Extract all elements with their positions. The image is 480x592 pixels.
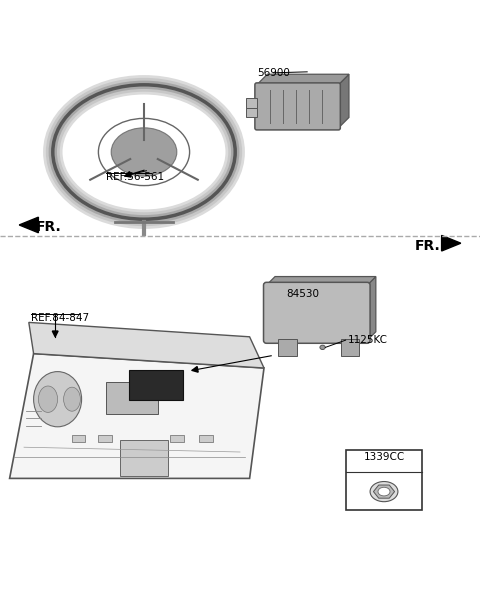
Polygon shape <box>367 276 376 340</box>
FancyBboxPatch shape <box>278 339 297 356</box>
Text: 1339CC: 1339CC <box>363 452 405 462</box>
Polygon shape <box>442 236 461 251</box>
FancyBboxPatch shape <box>199 435 213 442</box>
FancyBboxPatch shape <box>120 440 168 476</box>
FancyBboxPatch shape <box>129 371 183 400</box>
FancyBboxPatch shape <box>264 282 370 343</box>
Polygon shape <box>125 172 131 177</box>
Polygon shape <box>52 331 58 337</box>
Text: FR.: FR. <box>36 220 62 234</box>
Ellipse shape <box>370 481 398 501</box>
Ellipse shape <box>38 386 58 413</box>
Polygon shape <box>266 276 376 285</box>
Ellipse shape <box>98 118 190 186</box>
Ellipse shape <box>320 345 325 349</box>
Polygon shape <box>338 74 349 128</box>
Polygon shape <box>29 323 264 368</box>
Polygon shape <box>192 366 198 372</box>
Ellipse shape <box>378 487 390 496</box>
Ellipse shape <box>34 372 82 427</box>
Text: REF.56-561: REF.56-561 <box>106 172 164 182</box>
FancyBboxPatch shape <box>170 435 184 442</box>
FancyBboxPatch shape <box>98 435 112 442</box>
Text: 1125KC: 1125KC <box>348 335 388 345</box>
FancyBboxPatch shape <box>246 98 257 108</box>
Text: FR.: FR. <box>415 239 441 253</box>
Polygon shape <box>19 217 38 233</box>
Text: 84530: 84530 <box>286 289 319 299</box>
Ellipse shape <box>63 387 81 411</box>
FancyBboxPatch shape <box>341 339 359 356</box>
FancyBboxPatch shape <box>106 382 158 414</box>
FancyBboxPatch shape <box>255 83 340 130</box>
Text: 56900: 56900 <box>257 68 290 78</box>
Text: REF.84-847: REF.84-847 <box>31 313 89 323</box>
Ellipse shape <box>111 128 177 176</box>
Polygon shape <box>257 74 349 85</box>
FancyBboxPatch shape <box>72 435 85 442</box>
FancyBboxPatch shape <box>246 108 257 117</box>
FancyBboxPatch shape <box>346 449 422 510</box>
Polygon shape <box>373 485 395 498</box>
Polygon shape <box>10 353 264 478</box>
